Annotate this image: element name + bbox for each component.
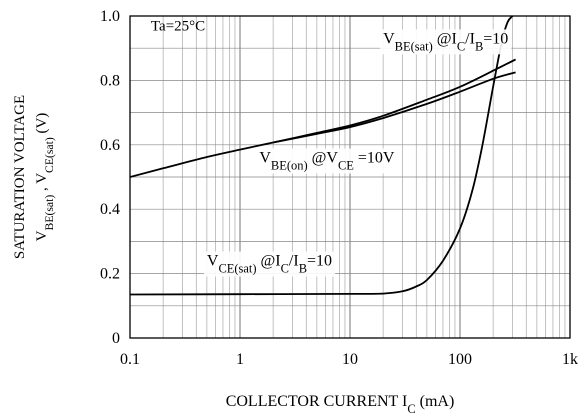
subscript-text: C <box>281 262 289 276</box>
subscript-text: CE(sat) <box>43 137 56 173</box>
series-group <box>130 15 516 296</box>
subscript-text: BE(on) <box>271 159 308 173</box>
label-background <box>380 29 512 55</box>
y-tick-label: 0.4 <box>100 201 120 218</box>
subscript-text: CE <box>338 159 354 173</box>
label-text: , V <box>34 173 50 195</box>
y-tick-label: 0.2 <box>100 266 120 283</box>
subscript-text: C <box>407 402 415 416</box>
label-text: =10 <box>483 30 508 47</box>
subscript-text: C <box>457 39 465 53</box>
x-tick-label: 0.1 <box>120 351 140 368</box>
label-text: COLLECTOR CURRENT I <box>226 393 408 410</box>
y-tick-label: 0.8 <box>100 72 120 89</box>
curve-label-vbe-sat: VBE(sat) @IC/IB=10 <box>380 29 512 55</box>
plot-frame <box>129 15 571 339</box>
x-tick-label: 100 <box>448 351 472 368</box>
y-axis-label-line1: SATURATION VOLTAGE <box>12 95 28 259</box>
label-text: /I <box>289 253 299 270</box>
y-tick-labels: 0 0.2 0.4 0.6 0.8 1.0 <box>100 8 120 347</box>
series-line-vbe-on <box>272 71 516 144</box>
y-tick-label: 0.6 <box>100 137 120 154</box>
series-line-vce-sat <box>130 15 514 296</box>
y-axis-label-line2: VBE(sat) , VCE(sat) (V) <box>34 113 56 242</box>
subscript-text: BE(sat) <box>395 39 433 53</box>
x-tick-label: 10 <box>342 351 358 368</box>
label-text: /I <box>465 30 475 47</box>
label-text: @V <box>308 150 339 167</box>
x-axis-label: COLLECTOR CURRENT IC (mA) <box>226 393 455 416</box>
curve-label-vce-sat: VCE(sat) @IC/IB=10 <box>203 251 336 277</box>
subscript-text: B <box>299 262 307 276</box>
label-text: V <box>259 150 271 167</box>
temperature-annotation: Ta=25°C <box>151 18 205 34</box>
label-text: @I <box>433 30 457 47</box>
label-text: V <box>207 253 219 270</box>
curve-label-vbe-on: VBE(on) @VCE =10V <box>256 148 398 174</box>
label-text: =10 <box>307 253 332 270</box>
y-tick-label: 0 <box>112 330 120 347</box>
subscript-text: B <box>475 39 483 53</box>
subscript-text: CE(sat) <box>218 262 256 276</box>
label-text: V <box>383 30 395 47</box>
subscript-text: BE(sat) <box>43 195 56 231</box>
curve-label-text: VCE(sat) @IC/IB=10 <box>207 253 332 276</box>
curve-label-text: VBE(on) @VCE =10V <box>259 150 395 173</box>
label-text: @I <box>257 253 281 270</box>
label-background <box>256 148 398 174</box>
label-text: =10V <box>354 150 395 167</box>
x-tick-labels: 0.1 1 10 100 1k <box>120 351 578 368</box>
y-tick-label: 1.0 <box>100 8 120 25</box>
grid <box>130 16 570 338</box>
x-tick-label: 1 <box>236 351 244 368</box>
label-text: (mA) <box>416 393 455 410</box>
series-line-vbe-sat <box>130 58 516 178</box>
x-tick-label: 1k <box>562 351 578 368</box>
label-text: V <box>34 230 50 241</box>
curve-label-text: VBE(sat) @IC/IB=10 <box>383 30 508 53</box>
label-text: (V) <box>34 113 50 138</box>
label-background <box>203 251 336 277</box>
